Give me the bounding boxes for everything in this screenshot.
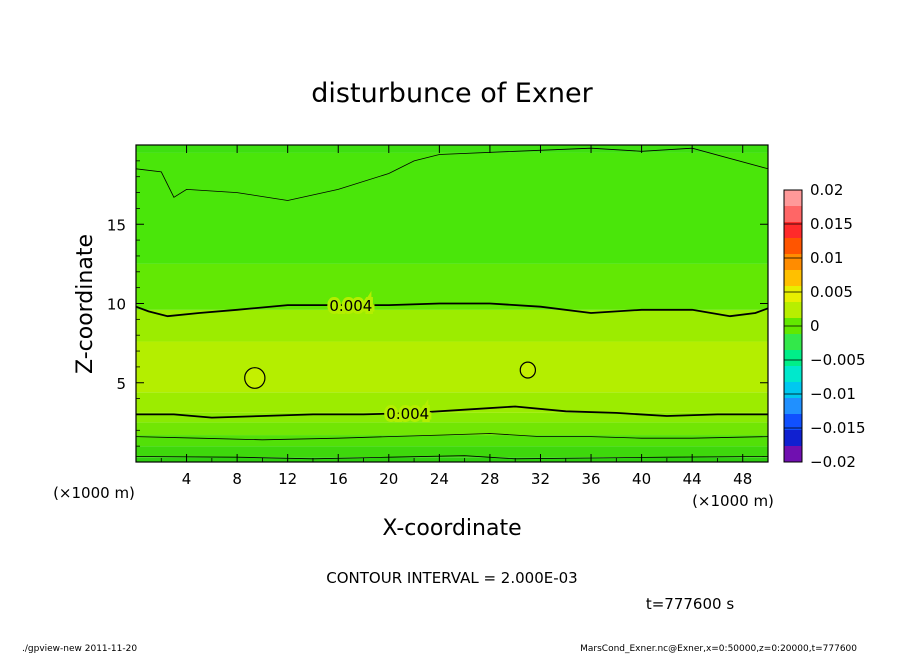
x-tick-label-2: 12 [278, 470, 297, 488]
colorbar-swatch-11 [784, 366, 802, 383]
x-tick-label-1: 8 [232, 470, 242, 488]
footer-right: MarsCond_Exner.nc@Exner,x=0:50000,z=0:20… [580, 644, 857, 654]
colorbar-tick-label-6: −0.01 [810, 385, 856, 403]
x-tick-label-6: 28 [480, 470, 499, 488]
colorbar-swatch-1 [784, 206, 802, 223]
x-axis-label: X-coordinate [382, 516, 521, 541]
colorbar-swatch-14 [784, 414, 802, 431]
colorbar-swatch-13 [784, 398, 802, 415]
x-tick-label-4: 20 [379, 470, 398, 488]
colorbar-swatch-4 [784, 254, 802, 271]
x-tick-label-7: 32 [531, 470, 550, 488]
band-1 [136, 446, 768, 458]
colorbar-swatch-2 [784, 222, 802, 239]
colorbar-swatch-9 [784, 334, 802, 351]
colorbar-swatch-0 [784, 190, 802, 207]
colorbar-swatch-15 [784, 430, 802, 447]
closed-contour-0 [244, 367, 266, 389]
x-tick-label-9: 40 [632, 470, 651, 488]
x-tick-label-3: 16 [329, 470, 348, 488]
colorbar-swatch-3 [784, 238, 802, 255]
plot-area [136, 145, 768, 462]
x-tick-label-10: 44 [683, 470, 702, 488]
colorbar-swatch-10 [784, 350, 802, 367]
band-9 [136, 152, 768, 264]
footer-left: ./gpview-new 2011-11-20 [22, 644, 137, 654]
time-label: t=777600 s [646, 595, 734, 613]
colorbar-tick-label-0: 0.02 [810, 181, 843, 199]
colorbar-tick-label-7: −0.015 [810, 419, 866, 437]
contour-interval-note: CONTOUR INTERVAL = 2.000E-03 [326, 569, 577, 587]
contour-line-0 [136, 405, 768, 419]
colorbar-tick-label-5: −0.005 [810, 351, 866, 369]
closed-contour-1 [519, 361, 537, 379]
contour-line-4 [135, 147, 769, 201]
band-2 [136, 435, 768, 447]
colorbar-swatch-6 [784, 286, 802, 303]
band-0 [136, 457, 768, 462]
contour-label-0: 0.004 [386, 405, 429, 423]
colorbar-swatch-5 [784, 270, 802, 287]
colorbar-tick-label-1: 0.015 [810, 215, 853, 233]
colorbar-swatch-12 [784, 382, 802, 399]
y-tick-label-1: 10 [107, 296, 126, 314]
x-unit-label: (×1000 m) [692, 492, 774, 510]
colorbar-swatch-7 [784, 302, 802, 319]
y-tick-label-0: 5 [116, 375, 126, 393]
band-5 [136, 392, 768, 413]
y-unit-label: (×1000 m) [53, 484, 135, 502]
x-tick-label-5: 24 [430, 470, 449, 488]
colorbar-tick-label-8: −0.02 [810, 453, 856, 471]
colorbar-tick-label-3: 0.005 [810, 283, 853, 301]
band-6 [136, 341, 768, 393]
y-tick-label-2: 15 [107, 216, 126, 234]
colorbar: 0.02 0.015 0.01 0.005 0 −0.005 −0.01 −0.015 −0.0… [783, 181, 866, 471]
band-7 [136, 309, 768, 342]
band-3 [136, 422, 768, 436]
contour-line-1 [135, 302, 769, 318]
band-4 [136, 412, 768, 423]
colorbar-tick-label-2: 0.01 [810, 249, 843, 267]
colorbar-swatch-16 [784, 446, 802, 463]
band-10 [136, 145, 768, 153]
y-axis-label: Z-coordinate [73, 234, 98, 374]
x-tick-label-11: 48 [733, 470, 752, 488]
chart-title: disturbunce of Exner [311, 78, 593, 109]
contour-label-1: 0.004 [329, 297, 372, 315]
band-8 [136, 263, 768, 310]
colorbar-tick-label-4: 0 [810, 317, 820, 335]
contour-line-2 [135, 433, 769, 441]
x-tick-label-8: 36 [581, 470, 600, 488]
x-tick-label-0: 4 [182, 470, 192, 488]
